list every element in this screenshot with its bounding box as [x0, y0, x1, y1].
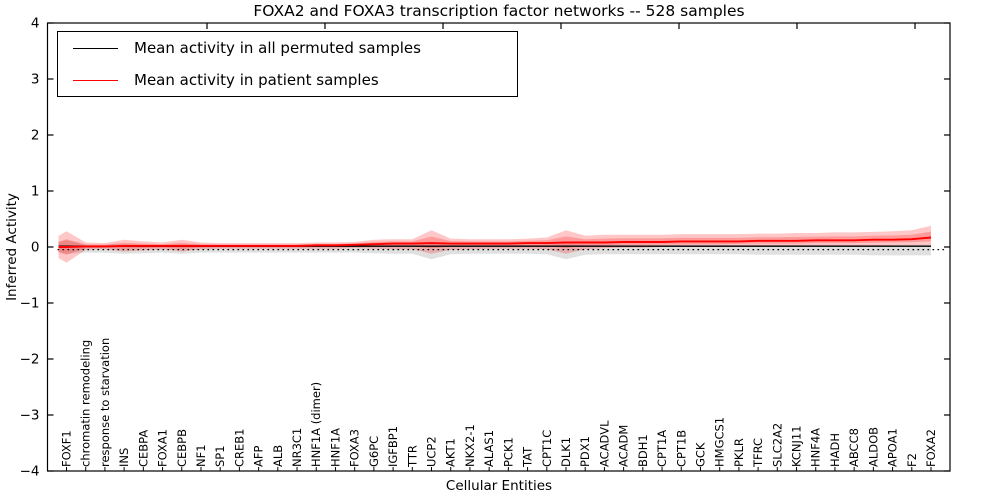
x-category-label: HMGCS1: [713, 417, 727, 467]
x-category-label: G6PC: [367, 436, 381, 467]
x-category-label: PCK1: [501, 437, 515, 467]
x-category-label: CPT1B: [674, 430, 688, 467]
x-category-label: FOXA3: [348, 429, 362, 467]
y-tick-label: −4: [20, 464, 40, 480]
legend-row-patient: Mean activity in patient samples: [58, 64, 517, 96]
x-category-label: CREB1: [232, 429, 246, 468]
x-category-label: NR3C1: [290, 428, 304, 467]
x-category-label: NF1: [194, 444, 208, 467]
y-tick-label: −3: [20, 408, 40, 424]
legend-label-patient: Mean activity in patient samples: [134, 71, 379, 89]
x-category-label: CPT1C: [540, 430, 554, 467]
x-category-label: ACADM: [617, 425, 631, 467]
x-category-label: DLK1: [559, 437, 573, 467]
x-category-label: APOA1: [886, 428, 900, 467]
y-tick-label: 1: [31, 184, 40, 200]
patient-line-sample: [73, 79, 118, 81]
permuted-line-sample: [73, 47, 118, 49]
y-tick-label: −1: [20, 296, 40, 312]
x-category-label: HNF1A: [328, 428, 342, 467]
x-category-label: PDX1: [578, 436, 592, 467]
y-tick-label: 0: [31, 240, 40, 256]
x-axis-label: Cellular Entities: [445, 478, 553, 494]
legend: Mean activity in all permuted samples Me…: [57, 31, 518, 97]
x-category-label: ALDOB: [866, 427, 880, 467]
x-category-label: SP1: [213, 445, 227, 467]
patient-mean-line: [58, 236, 932, 248]
y-tick-label: 3: [31, 72, 40, 88]
x-category-label: AKT1: [444, 438, 458, 467]
x-category-label: UCP2: [425, 436, 439, 467]
x-category-label: ABCC8: [847, 428, 861, 467]
x-category-label: SLC2A2: [770, 423, 784, 467]
x-category-label: KCNJ11: [790, 425, 804, 467]
x-category-label: PKLR: [732, 438, 746, 467]
x-category-label: GCK: [693, 442, 707, 467]
x-category-label: FOXA2: [924, 429, 938, 467]
x-category-label: ALB: [271, 445, 285, 467]
x-category-label: FOXA1: [156, 429, 170, 467]
x-category-label: HNF4A: [809, 428, 823, 467]
x-category-label: TAT: [521, 446, 535, 468]
x-category-label: ALAS1: [482, 430, 496, 467]
x-category-label: CEBPB: [175, 429, 189, 467]
x-category-label: NKX2-1: [463, 424, 477, 467]
x-category-label: HADH: [828, 433, 842, 467]
y-tick-label: 4: [31, 16, 40, 32]
x-category-label: IGFBP1: [386, 426, 400, 467]
x-category-label: INS: [117, 448, 131, 467]
chart-title: FOXA2 and FOXA3 transcription factor net…: [253, 2, 745, 20]
legend-row-permuted: Mean activity in all permuted samples: [58, 32, 517, 64]
x-category-label: HNF1A (dimer): [309, 382, 323, 467]
x-category-label: TTR: [405, 445, 419, 468]
x-category-label: chromatin remodeling: [79, 340, 93, 467]
legend-label-permuted: Mean activity in all permuted samples: [134, 39, 421, 57]
x-category-label: BDH1: [636, 434, 650, 467]
x-category-label: ACADVL: [597, 420, 611, 467]
x-category-label: TFRC: [751, 438, 765, 468]
y-tick-label: −2: [20, 352, 40, 368]
x-category-label: F2: [905, 453, 919, 467]
x-category-label: FOXF1: [60, 430, 74, 467]
x-category-label: AFP: [252, 446, 266, 467]
y-axis-label: Inferred Activity: [4, 193, 20, 301]
x-category-label: CPT1A: [655, 430, 669, 467]
x-category-label: response to starvation: [98, 338, 112, 467]
x-category-label: CEBPA: [136, 430, 150, 467]
y-tick-label: 2: [31, 128, 40, 144]
